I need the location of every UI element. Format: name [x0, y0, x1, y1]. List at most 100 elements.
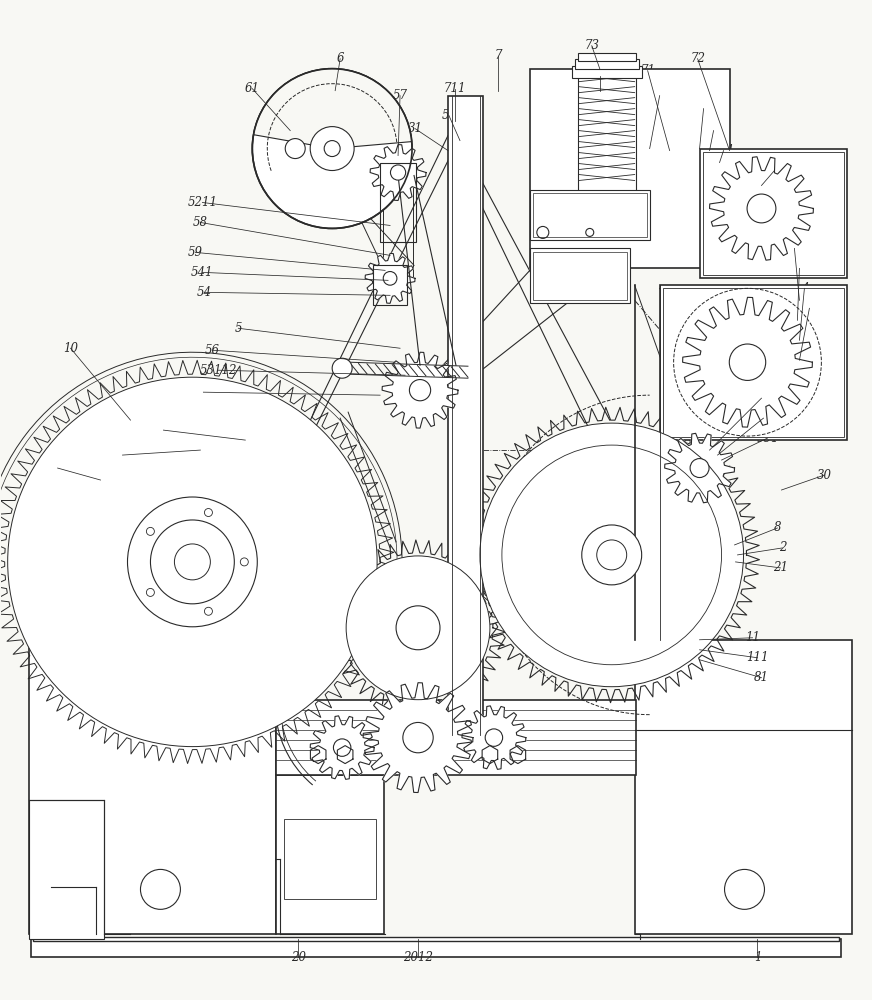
- Circle shape: [241, 558, 249, 566]
- Text: 10: 10: [63, 342, 78, 355]
- Bar: [448, 96, 483, 735]
- Text: 31: 31: [407, 122, 423, 135]
- Text: 10a: 10a: [46, 462, 69, 475]
- Polygon shape: [363, 683, 473, 793]
- Circle shape: [403, 722, 433, 753]
- Bar: [276, 775, 384, 934]
- Text: 5211: 5211: [187, 196, 217, 209]
- Polygon shape: [370, 145, 426, 200]
- Bar: [578, 53, 636, 61]
- Text: 59: 59: [187, 246, 203, 259]
- Bar: [29, 800, 104, 939]
- Text: 512: 512: [702, 124, 725, 137]
- Circle shape: [384, 272, 397, 285]
- Text: 951: 951: [756, 432, 779, 445]
- Text: 61: 61: [245, 82, 260, 95]
- Text: 21: 21: [773, 561, 788, 574]
- Text: 41: 41: [792, 262, 807, 275]
- Circle shape: [690, 459, 709, 478]
- Bar: [530, 248, 630, 303]
- Polygon shape: [683, 297, 813, 427]
- Polygon shape: [310, 716, 374, 779]
- Circle shape: [485, 729, 502, 746]
- Circle shape: [127, 497, 257, 627]
- Circle shape: [396, 606, 440, 650]
- Bar: [578, 73, 636, 192]
- Bar: [699, 149, 848, 278]
- Bar: [31, 939, 841, 957]
- Text: 71: 71: [640, 64, 655, 77]
- Circle shape: [332, 358, 352, 378]
- Bar: [373, 265, 407, 305]
- Text: 51: 51: [441, 109, 456, 122]
- Text: 5: 5: [235, 322, 242, 335]
- Text: 721: 721: [649, 89, 671, 102]
- Bar: [276, 700, 636, 775]
- Bar: [533, 252, 627, 300]
- Text: 3141: 3141: [760, 164, 789, 177]
- Text: 411: 411: [798, 302, 821, 315]
- Circle shape: [151, 520, 235, 604]
- Circle shape: [204, 607, 213, 615]
- Bar: [448, 96, 483, 735]
- Circle shape: [480, 423, 744, 687]
- Circle shape: [146, 527, 154, 535]
- Text: 4: 4: [800, 282, 808, 295]
- Text: 56: 56: [205, 344, 220, 357]
- Circle shape: [391, 165, 405, 180]
- Text: 3111: 3111: [689, 102, 719, 115]
- Circle shape: [285, 139, 305, 159]
- Text: 30: 30: [817, 469, 832, 482]
- Text: 95: 95: [756, 412, 771, 425]
- Circle shape: [596, 540, 627, 570]
- Circle shape: [310, 127, 354, 171]
- Text: 2: 2: [779, 541, 787, 554]
- Polygon shape: [710, 157, 814, 260]
- Text: 111: 111: [746, 651, 769, 664]
- Bar: [663, 288, 844, 437]
- Text: 541: 541: [191, 266, 214, 279]
- Text: 73: 73: [584, 39, 599, 52]
- Text: 94: 94: [754, 392, 769, 405]
- Circle shape: [333, 739, 351, 756]
- Text: 8: 8: [773, 521, 781, 534]
- Wedge shape: [254, 69, 412, 149]
- Text: 20: 20: [290, 951, 306, 964]
- Text: 57: 57: [392, 89, 407, 102]
- Circle shape: [747, 194, 776, 223]
- Bar: [659, 285, 848, 440]
- Text: 6: 6: [337, 52, 344, 65]
- Text: 53: 53: [115, 449, 130, 462]
- Bar: [32, 937, 840, 941]
- Text: 312: 312: [783, 242, 806, 255]
- Polygon shape: [664, 433, 734, 503]
- Bar: [29, 640, 276, 934]
- Bar: [703, 152, 844, 275]
- Polygon shape: [365, 253, 415, 303]
- Text: 81: 81: [754, 671, 769, 684]
- Bar: [284, 819, 376, 899]
- Circle shape: [146, 588, 154, 596]
- Text: 1: 1: [753, 951, 761, 964]
- Circle shape: [582, 525, 642, 585]
- Text: 7: 7: [494, 49, 501, 62]
- Circle shape: [729, 344, 766, 380]
- Text: 53112: 53112: [200, 364, 237, 377]
- Bar: [530, 69, 730, 268]
- Circle shape: [252, 69, 412, 228]
- Circle shape: [8, 377, 377, 747]
- Text: 54: 54: [197, 286, 212, 299]
- Bar: [575, 59, 638, 69]
- Bar: [380, 163, 416, 242]
- Circle shape: [204, 509, 213, 517]
- Circle shape: [409, 380, 431, 401]
- Text: 58: 58: [193, 216, 208, 229]
- Text: 11: 11: [745, 631, 760, 644]
- Text: 72: 72: [690, 52, 705, 65]
- Text: 314: 314: [712, 144, 735, 157]
- Polygon shape: [462, 706, 526, 769]
- Circle shape: [346, 556, 490, 700]
- Circle shape: [174, 544, 210, 580]
- Text: 711: 711: [444, 82, 467, 95]
- Bar: [533, 193, 647, 237]
